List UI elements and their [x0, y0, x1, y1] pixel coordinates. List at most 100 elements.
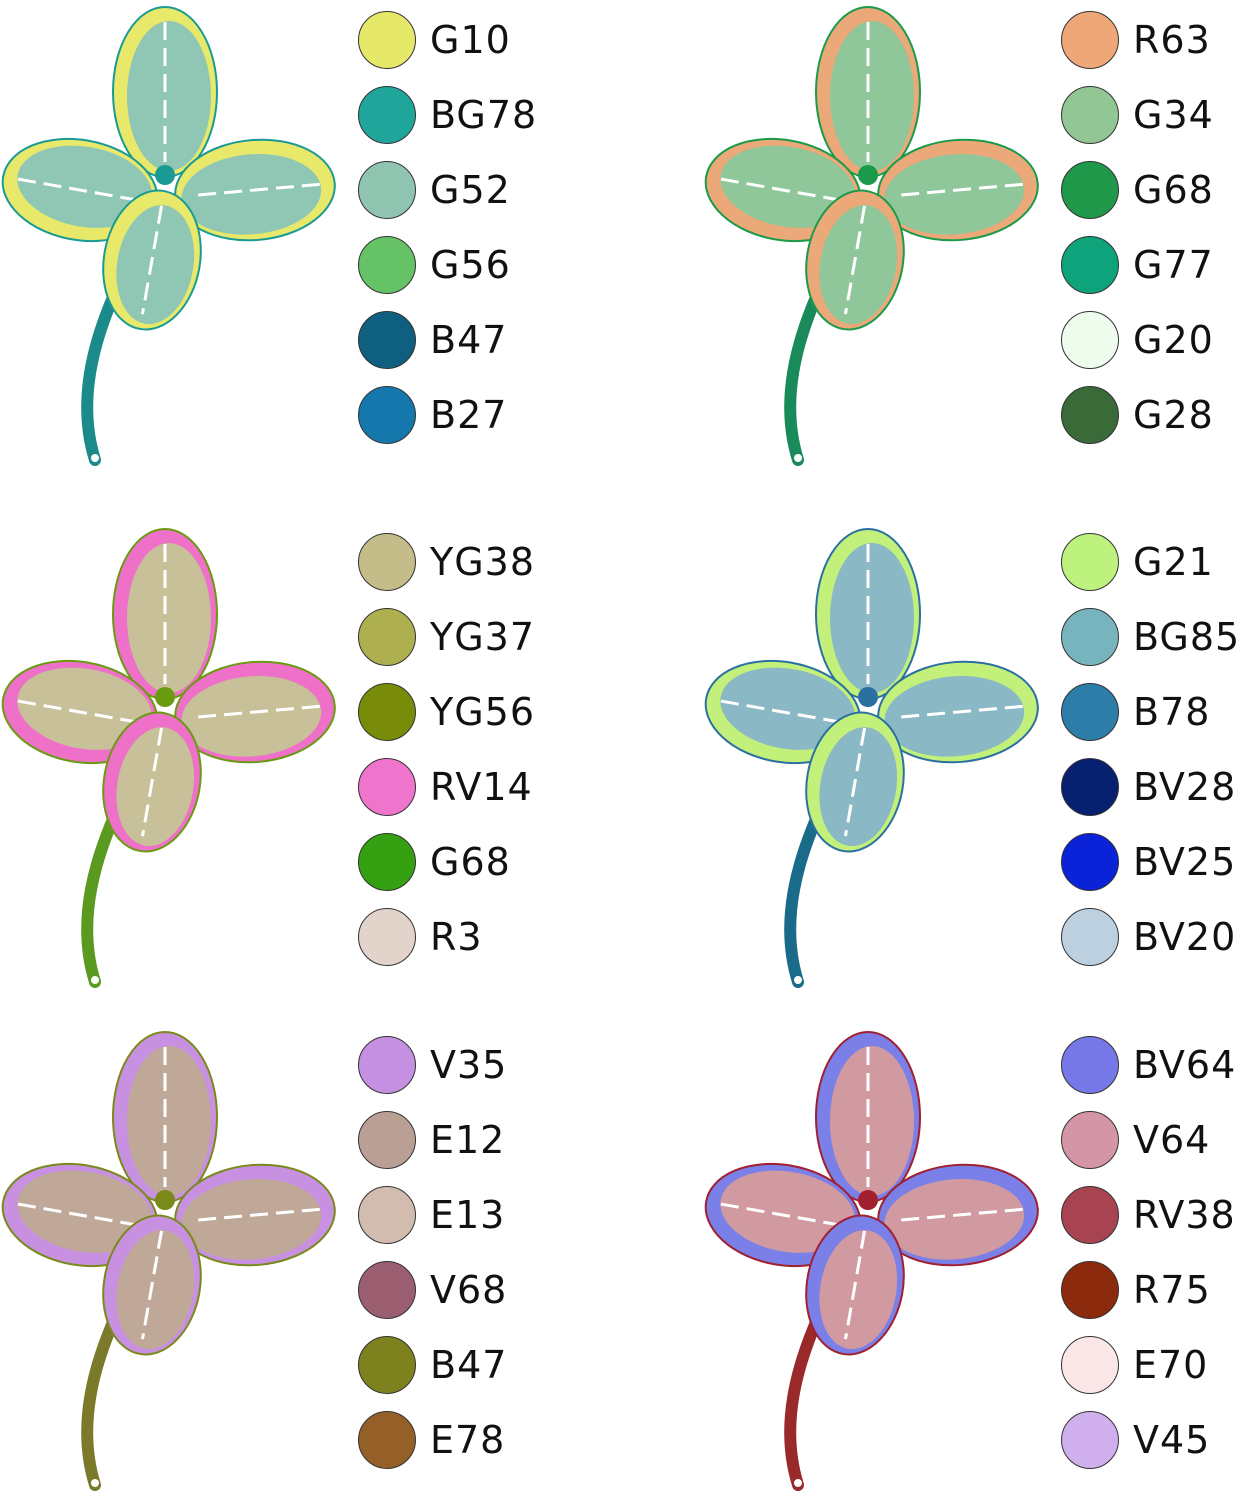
swatch-code: V64 [1133, 1117, 1211, 1162]
swatch-code: B78 [1133, 689, 1211, 734]
color-swatch [1061, 310, 1119, 369]
swatch-code: YG37 [430, 614, 536, 659]
color-swatch [1061, 1410, 1119, 1469]
clover-illustration [704, 1031, 1039, 1491]
color-swatch [358, 907, 416, 966]
swatch-item: BG78 [358, 77, 537, 152]
swatch-item: R63 [1061, 2, 1214, 77]
color-swatch [1061, 1110, 1119, 1169]
color-swatch [358, 85, 416, 144]
swatch-item: G21 [1061, 524, 1239, 599]
swatch-code: R63 [1133, 17, 1211, 62]
swatch-item: B78 [1061, 674, 1239, 749]
clover-panel: YG38 YG37 YG56 RV14 G68 R3 [0, 522, 540, 1022]
swatch-item: E70 [1061, 1327, 1236, 1402]
swatch-code: E70 [1133, 1342, 1209, 1387]
swatch-item: G28 [1061, 377, 1214, 452]
swatch-list: BV64 V64 RV38 R75 E70 V45 [1061, 1027, 1236, 1477]
swatch-code: BG85 [1133, 614, 1239, 659]
swatch-code: G20 [1133, 317, 1214, 362]
color-swatch [358, 757, 416, 816]
swatch-code: YG38 [430, 539, 536, 584]
clover-illustration [1, 528, 336, 988]
swatch-item: G68 [1061, 152, 1214, 227]
swatch-list: G21 BG85 B78 BV28 BV25 BV20 [1061, 524, 1239, 974]
swatch-item: BG85 [1061, 599, 1239, 674]
swatch-code: RV38 [1133, 1192, 1236, 1237]
swatch-item: BV28 [1061, 749, 1239, 824]
swatch-item: RV38 [1061, 1177, 1236, 1252]
swatch-code: BV25 [1133, 839, 1237, 884]
swatch-code: BV64 [1133, 1042, 1237, 1087]
swatch-code: E13 [430, 1192, 506, 1237]
color-swatch [358, 832, 416, 891]
color-swatch [358, 160, 416, 219]
swatch-item: G52 [358, 152, 537, 227]
color-swatch [1061, 235, 1119, 294]
clover-illustration [704, 528, 1039, 988]
clover-panel: G21 BG85 B78 BV28 BV25 BV20 [703, 522, 1239, 1022]
swatch-item: G56 [358, 227, 537, 302]
swatch-item: V64 [1061, 1102, 1236, 1177]
swatch-code: RV14 [430, 764, 533, 809]
color-swatch [1061, 1035, 1119, 1094]
swatch-item: YG38 [358, 524, 535, 599]
swatch-list: V35 E12 E13 V68 B47 E78 [358, 1027, 507, 1477]
swatch-item: E13 [358, 1177, 507, 1252]
clover-illustration [1, 6, 336, 466]
swatch-list: YG38 YG37 YG56 RV14 G68 R3 [358, 524, 535, 974]
swatch-item: BV25 [1061, 824, 1239, 899]
swatch-item: V68 [358, 1252, 507, 1327]
clover-panel: R63 G34 G68 G77 G20 G28 [703, 0, 1239, 500]
swatch-code: V45 [1133, 1417, 1211, 1462]
swatch-code: E12 [430, 1117, 506, 1162]
swatch-item: RV14 [358, 749, 535, 824]
color-swatch [1061, 907, 1119, 966]
swatch-code: B47 [430, 1342, 508, 1387]
color-swatch [358, 1335, 416, 1394]
color-swatch [1061, 532, 1119, 591]
swatch-item: B27 [358, 377, 537, 452]
color-swatch [1061, 682, 1119, 741]
color-swatch [358, 10, 416, 69]
swatch-item: R3 [358, 899, 535, 974]
swatch-code: R3 [430, 914, 483, 959]
color-swatch [358, 532, 416, 591]
swatch-code: G68 [430, 839, 511, 884]
swatch-item: BV20 [1061, 899, 1239, 974]
swatch-code: G52 [430, 167, 511, 212]
color-swatch [358, 1035, 416, 1094]
swatch-item: E78 [358, 1402, 507, 1477]
color-swatch [358, 682, 416, 741]
swatch-list: G10 BG78 G52 G56 B47 B27 [358, 2, 537, 452]
color-swatch [1061, 1260, 1119, 1319]
swatch-code: G34 [1133, 92, 1214, 137]
clover-illustration [704, 6, 1039, 466]
swatch-code: V35 [430, 1042, 508, 1087]
color-swatch [358, 385, 416, 444]
swatch-item: YG37 [358, 599, 535, 674]
swatch-code: BV28 [1133, 764, 1237, 809]
clover-panel: G10 BG78 G52 G56 B47 B27 [0, 0, 540, 500]
swatch-item: G68 [358, 824, 535, 899]
swatch-code: BG78 [430, 92, 538, 137]
swatch-item: R75 [1061, 1252, 1236, 1327]
swatch-code: G21 [1133, 539, 1214, 584]
swatch-item: G34 [1061, 77, 1214, 152]
swatch-item: G10 [358, 2, 537, 77]
clover-panel: V35 E12 E13 V68 B47 E78 [0, 1025, 540, 1500]
swatch-code: B47 [430, 317, 508, 362]
swatch-code: BV20 [1133, 914, 1237, 959]
swatch-item: G20 [1061, 302, 1214, 377]
swatch-item: E12 [358, 1102, 507, 1177]
color-swatch [358, 1185, 416, 1244]
color-swatch [1061, 160, 1119, 219]
color-swatch [1061, 607, 1119, 666]
swatch-item: YG56 [358, 674, 535, 749]
color-swatch [358, 1260, 416, 1319]
swatch-code: B27 [430, 392, 508, 437]
swatch-item: V35 [358, 1027, 507, 1102]
swatch-code: G10 [430, 17, 511, 62]
color-swatch [1061, 1335, 1119, 1394]
